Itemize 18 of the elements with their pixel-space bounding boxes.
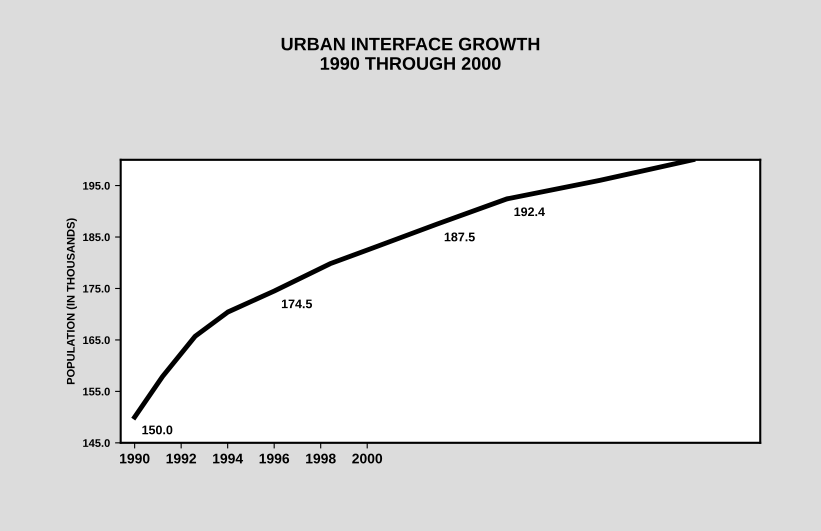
x-tick-label: 2000: [352, 454, 382, 464]
x-tick-label: 1996: [260, 454, 290, 464]
x-tick-label: 1998: [306, 454, 336, 464]
x-tick-label: 1990: [120, 454, 150, 464]
data-label: 192.4: [514, 207, 545, 216]
y-tick-label: 145.0: [83, 439, 110, 447]
y-tick-label: 195.0: [83, 182, 110, 190]
y-tick-label: 155.0: [83, 388, 110, 396]
data-label: 174.5: [282, 300, 312, 308]
y-tick-label: 185.0: [83, 233, 110, 242]
x-tick-label: 1992: [166, 454, 196, 464]
y-tick-label: 165.0: [83, 336, 110, 344]
y-tick-label: 175.0: [83, 284, 110, 293]
chart-title: URBAN INTERFACE GROWTH 1990 THROUGH 2000: [282, 38, 540, 70]
x-tick-label: 1994: [213, 454, 244, 464]
data-label: 150.0: [142, 426, 172, 434]
y-axis-title: POPULATION (IN THOUSANDS): [66, 218, 77, 384]
data-label: 187.5: [444, 232, 475, 242]
